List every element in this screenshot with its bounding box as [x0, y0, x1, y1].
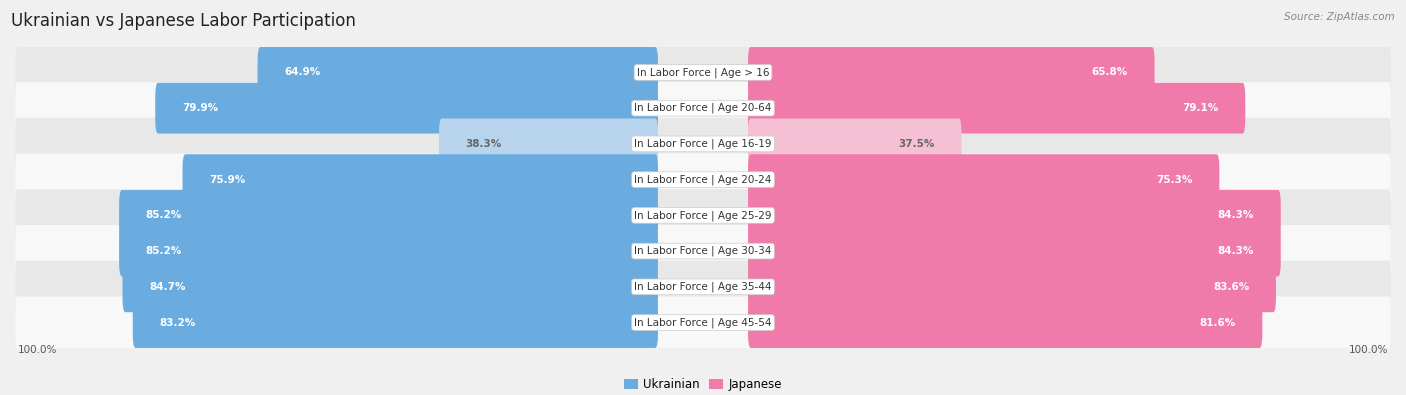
- Text: In Labor Force | Age 16-19: In Labor Force | Age 16-19: [634, 139, 772, 149]
- Text: 75.3%: 75.3%: [1156, 175, 1192, 184]
- FancyBboxPatch shape: [120, 190, 658, 241]
- FancyBboxPatch shape: [257, 47, 658, 98]
- Text: 83.2%: 83.2%: [159, 318, 195, 327]
- FancyBboxPatch shape: [748, 226, 1281, 276]
- Text: In Labor Force | Age 20-64: In Labor Force | Age 20-64: [634, 103, 772, 113]
- FancyBboxPatch shape: [120, 226, 658, 276]
- FancyBboxPatch shape: [15, 82, 1391, 134]
- Text: 75.9%: 75.9%: [209, 175, 246, 184]
- Text: In Labor Force | Age 25-29: In Labor Force | Age 25-29: [634, 210, 772, 221]
- FancyBboxPatch shape: [15, 225, 1391, 277]
- FancyBboxPatch shape: [183, 154, 658, 205]
- FancyBboxPatch shape: [155, 83, 658, 134]
- Text: 83.6%: 83.6%: [1213, 282, 1250, 292]
- Text: 65.8%: 65.8%: [1091, 68, 1128, 77]
- FancyBboxPatch shape: [15, 46, 1391, 98]
- Text: In Labor Force | Age 30-34: In Labor Force | Age 30-34: [634, 246, 772, 256]
- Text: 85.2%: 85.2%: [146, 246, 181, 256]
- Legend: Ukrainian, Japanese: Ukrainian, Japanese: [620, 373, 786, 395]
- Text: 85.2%: 85.2%: [146, 211, 181, 220]
- FancyBboxPatch shape: [15, 154, 1391, 206]
- Text: 100.0%: 100.0%: [1350, 345, 1389, 355]
- FancyBboxPatch shape: [748, 83, 1246, 134]
- Text: 79.1%: 79.1%: [1182, 103, 1219, 113]
- Text: 81.6%: 81.6%: [1199, 318, 1236, 327]
- Text: 100.0%: 100.0%: [17, 345, 56, 355]
- FancyBboxPatch shape: [15, 261, 1391, 313]
- Text: In Labor Force | Age 45-54: In Labor Force | Age 45-54: [634, 317, 772, 328]
- FancyBboxPatch shape: [748, 297, 1263, 348]
- FancyBboxPatch shape: [15, 118, 1391, 170]
- Text: In Labor Force | Age > 16: In Labor Force | Age > 16: [637, 67, 769, 78]
- FancyBboxPatch shape: [748, 261, 1277, 312]
- Text: 38.3%: 38.3%: [465, 139, 502, 149]
- FancyBboxPatch shape: [748, 154, 1219, 205]
- FancyBboxPatch shape: [122, 261, 658, 312]
- Text: 84.3%: 84.3%: [1218, 211, 1254, 220]
- FancyBboxPatch shape: [15, 189, 1391, 241]
- Text: 64.9%: 64.9%: [284, 68, 321, 77]
- FancyBboxPatch shape: [748, 118, 962, 169]
- FancyBboxPatch shape: [748, 190, 1281, 241]
- Text: 37.5%: 37.5%: [898, 139, 935, 149]
- FancyBboxPatch shape: [15, 297, 1391, 349]
- Text: Ukrainian vs Japanese Labor Participation: Ukrainian vs Japanese Labor Participatio…: [11, 12, 356, 30]
- Text: 84.3%: 84.3%: [1218, 246, 1254, 256]
- Text: In Labor Force | Age 35-44: In Labor Force | Age 35-44: [634, 282, 772, 292]
- Text: In Labor Force | Age 20-24: In Labor Force | Age 20-24: [634, 174, 772, 185]
- Text: 79.9%: 79.9%: [181, 103, 218, 113]
- Text: 84.7%: 84.7%: [149, 282, 186, 292]
- FancyBboxPatch shape: [748, 47, 1154, 98]
- FancyBboxPatch shape: [439, 118, 658, 169]
- Text: Source: ZipAtlas.com: Source: ZipAtlas.com: [1284, 12, 1395, 22]
- FancyBboxPatch shape: [132, 297, 658, 348]
